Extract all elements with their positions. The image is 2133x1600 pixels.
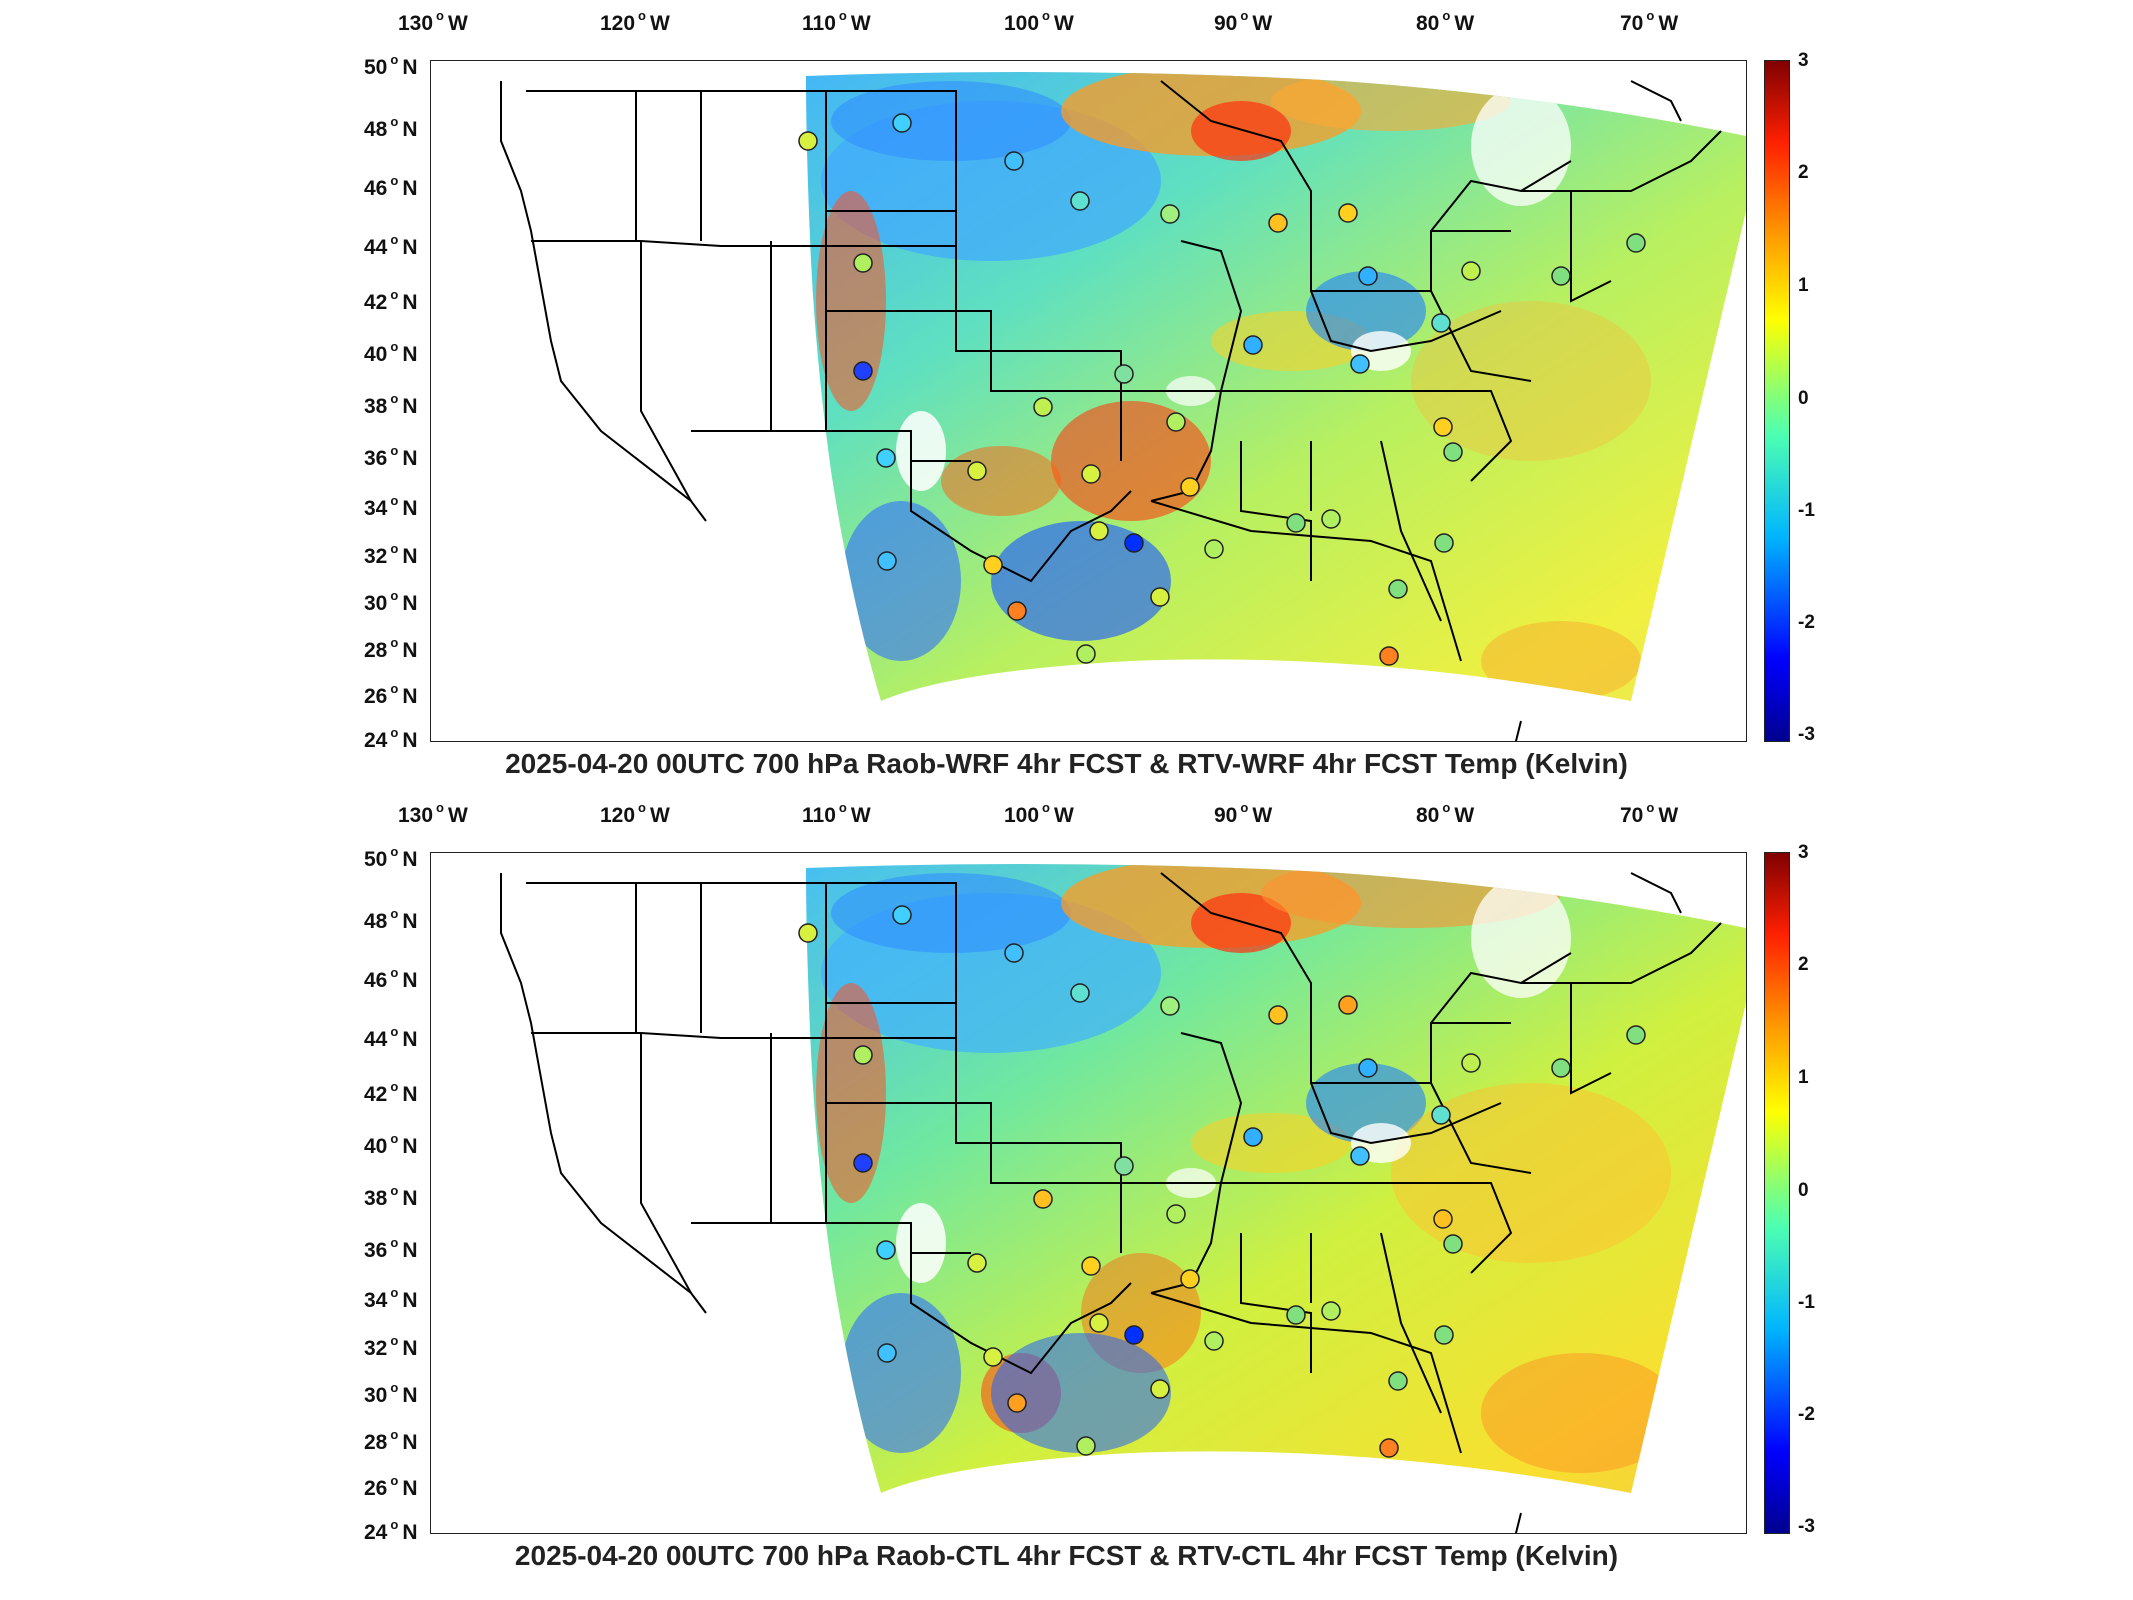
lat-label: 44 o N: [364, 232, 418, 259]
colorbar-tick: -2: [1798, 1404, 1815, 1425]
lat-label: 30 o N: [364, 1380, 418, 1407]
state-borders-top: [500, 80, 1722, 741]
lat-label: 32 o N: [364, 541, 418, 568]
lat-label: 50 o N: [364, 52, 418, 79]
colorbar-tick: 2: [1798, 162, 1809, 183]
colorbar-tick: 3: [1798, 842, 1809, 863]
lat-label: 24 o N: [364, 1517, 418, 1544]
lat-label: 46 o N: [364, 173, 418, 200]
lon-label: 130 o W: [398, 8, 468, 35]
colorbar-tick: 0: [1798, 388, 1809, 409]
colorbar-tick: -1: [1798, 1292, 1815, 1313]
lat-label: 26 o N: [364, 1473, 418, 1500]
lat-label: 38 o N: [364, 1183, 418, 1210]
raob-stations-bottom: [798, 905, 1646, 1458]
colorbar-tick: 1: [1798, 275, 1809, 296]
bottom-panel: 130 o W 120 o W 110 o W 100 o W 90 o W 80 o W 70 o W 5…: [0, 792, 2133, 1592]
temperature-field-top: [806, 72, 1746, 701]
lat-label: 48 o N: [364, 114, 418, 141]
raob-stations-top: [798, 113, 1646, 666]
lon-label: 70 o W: [1620, 8, 1679, 35]
lat-label: 26 o N: [364, 681, 418, 708]
lat-label: 36 o N: [364, 443, 418, 470]
colorbar-tick: -3: [1798, 724, 1815, 745]
colorbar-tick: 3: [1798, 50, 1809, 71]
lon-label: 110 o W: [802, 800, 871, 827]
lat-label: 48 o N: [364, 906, 418, 933]
colorbar-bottom: [1764, 852, 1790, 1534]
lon-label: 120 o W: [600, 8, 670, 35]
lon-label: 110 o W: [802, 8, 871, 35]
lat-label: 34 o N: [364, 493, 418, 520]
panel-title: 2025-04-20 00UTC 700 hPa Raob-CTL 4hr FC…: [514, 1540, 1619, 1571]
lat-label: 24 o N: [364, 725, 418, 752]
lon-label: 130 o W: [398, 800, 468, 827]
lon-label: 70 o W: [1620, 800, 1679, 827]
colorbar-tick: -2: [1798, 612, 1815, 633]
lat-label: 32 o N: [364, 1333, 418, 1360]
lon-label: 80 o W: [1416, 8, 1475, 35]
lat-label: 46 o N: [364, 965, 418, 992]
lat-label: 40 o N: [364, 1131, 418, 1158]
map-top-svg: [500, 72, 1746, 741]
temperature-field-bottom: [806, 864, 1746, 1493]
colorbar-tick: -1: [1798, 500, 1815, 521]
lat-label: 28 o N: [364, 1427, 418, 1454]
lat-label: 40 o N: [364, 339, 418, 366]
lon-label: 80 o W: [1416, 800, 1475, 827]
panel-title: 2025-04-20 00UTC 700 hPa Raob-WRF 4hr FC…: [505, 748, 1628, 779]
lon-label: 90 o W: [1214, 8, 1273, 35]
lon-label: 90 o W: [1214, 800, 1273, 827]
lat-label: 50 o N: [364, 844, 418, 871]
lon-label: 120 o W: [600, 800, 670, 827]
lat-label: 44 o N: [364, 1024, 418, 1051]
lat-label: 38 o N: [364, 391, 418, 418]
lat-label: 42 o N: [364, 1079, 418, 1106]
colorbar-tick: 2: [1798, 954, 1809, 975]
top-panel: 130 o W 120 o W 110 o W 100 o W 90 o W 80 o W 70 o W 5…: [364, 8, 1815, 779]
lat-label: 36 o N: [364, 1235, 418, 1262]
colorbar-tick: 0: [1798, 1180, 1809, 1201]
colorbar-tick: -3: [1798, 1516, 1815, 1537]
map-frame-bottom: [430, 852, 1747, 1534]
lat-label: 28 o N: [364, 635, 418, 662]
colorbar-top: [1764, 60, 1790, 742]
map-bottom-svg: [500, 864, 1746, 1533]
map-frame-top: [430, 60, 1747, 742]
lon-label: 100 o W: [1004, 8, 1074, 35]
colorbar-tick: 1: [1798, 1067, 1809, 1088]
lat-label: 30 o N: [364, 588, 418, 615]
lon-label: 100 o W: [1004, 800, 1074, 827]
lat-label: 34 o N: [364, 1285, 418, 1312]
lat-label: 42 o N: [364, 287, 418, 314]
